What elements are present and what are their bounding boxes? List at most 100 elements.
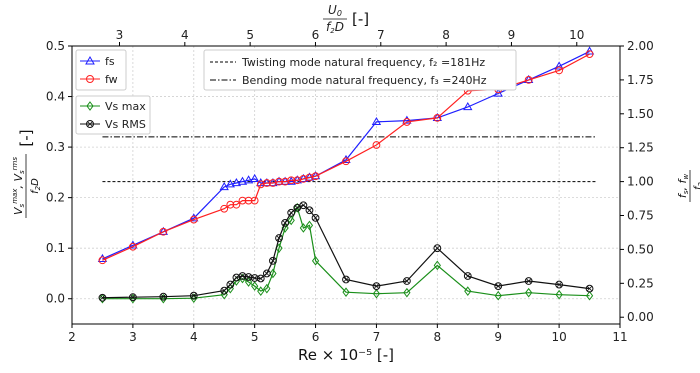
data-point <box>263 283 271 294</box>
data-point <box>463 272 472 280</box>
data-point <box>524 76 533 84</box>
right-tick-label: 0.25 <box>627 276 654 290</box>
data-point <box>244 277 253 287</box>
x-tick-label: 3 <box>129 330 137 344</box>
right-tick-label: 1.00 <box>627 175 654 189</box>
x-tick-label: 5 <box>251 330 259 344</box>
legend-entry-vs-rms: Vs RMS <box>80 118 146 131</box>
data-point <box>225 179 235 188</box>
series-fw <box>98 50 594 265</box>
data-point <box>585 50 594 59</box>
data-point <box>98 256 107 265</box>
data-point <box>287 208 296 217</box>
right-tick-label: 0.75 <box>627 209 654 223</box>
data-point <box>231 177 242 187</box>
diamond-icon <box>86 101 94 111</box>
data-point <box>402 277 411 285</box>
data-point <box>372 141 381 149</box>
series-line <box>102 53 590 261</box>
legend-velocity: Vs max Vs RMS <box>75 95 151 135</box>
data-point <box>287 176 296 185</box>
legend-entry-fw: fw <box>80 73 118 86</box>
legend-frequency: fs fw <box>75 49 127 91</box>
data-point <box>585 284 594 293</box>
data-point <box>464 286 472 296</box>
data-point <box>275 234 283 242</box>
data-point <box>305 206 314 215</box>
data-point <box>269 268 277 279</box>
data-point <box>342 157 350 166</box>
data-point <box>232 200 241 209</box>
data-point <box>190 293 198 304</box>
legend-entry-bending-mode: Bending mode natural frequency, f₃ =240H… <box>210 74 487 87</box>
x-tick-label: 8 <box>434 330 442 344</box>
data-point <box>554 61 564 70</box>
data-point <box>433 260 441 271</box>
data-point <box>372 288 381 299</box>
data-point <box>494 290 502 301</box>
svg-text:f2: f2 <box>693 181 700 190</box>
svg-text:[-]: [-] <box>17 129 35 146</box>
x-tick-label: 11 <box>612 330 627 344</box>
data-point <box>159 292 168 301</box>
data-point <box>251 281 259 291</box>
top-tick-label: 3 <box>116 28 124 42</box>
plot-frame <box>71 45 621 325</box>
data-point <box>287 215 295 226</box>
data-point <box>341 154 351 164</box>
left-tick-label: 0.5 <box>46 39 65 53</box>
data-point <box>128 240 138 249</box>
top-tick-label: 7 <box>377 28 385 42</box>
data-point <box>269 256 277 265</box>
cross-circle-icon <box>86 120 94 128</box>
right-tick-label: 1.50 <box>627 107 654 121</box>
data-point <box>433 244 442 253</box>
circle-icon <box>86 75 94 83</box>
svg-text:Vsmax, Vsrms: Vsmax, Vsrms <box>11 157 26 215</box>
top-tick-label: 4 <box>181 28 189 42</box>
svg-text:f2D: f2D <box>326 20 344 35</box>
data-point <box>342 275 350 284</box>
data-point <box>402 118 411 126</box>
top-tick-label: 6 <box>312 28 320 42</box>
top-tick-label: 9 <box>508 28 516 42</box>
data-point <box>220 204 229 213</box>
data-point <box>98 293 107 302</box>
svg-text:fs, fw: fs, fw <box>676 174 690 198</box>
data-point <box>244 273 253 281</box>
svg-text:f2D: f2D <box>30 178 42 194</box>
svg-text:Twisting mode natural frequenc: Twisting mode natural frequency, f₂ =181… <box>241 56 485 69</box>
data-point <box>342 287 350 297</box>
left-tick-label: 0.3 <box>46 140 65 154</box>
data-point <box>159 227 168 236</box>
left-axis-label: Vsmax, Vsrms f2D [-] <box>11 129 42 218</box>
top-tick-label: 10 <box>569 28 584 42</box>
data-point <box>281 219 290 227</box>
x-axis-label: Re × 10⁻⁵ [-] <box>298 346 394 364</box>
right-tick-label: 1.75 <box>627 73 654 87</box>
data-point <box>402 115 412 124</box>
data-point <box>555 66 564 75</box>
x-tick-label: 7 <box>373 330 381 344</box>
data-point <box>238 196 247 205</box>
data-point <box>189 213 199 222</box>
data-point <box>371 116 382 126</box>
data-point <box>311 255 320 266</box>
right-tick-label: 0.00 <box>627 310 654 324</box>
left-tick-label: 0.1 <box>46 241 65 255</box>
data-point <box>128 242 137 251</box>
x-tick-label: 4 <box>190 330 198 344</box>
right-tick-label: 2.00 <box>627 39 654 53</box>
data-point <box>237 176 248 185</box>
right-tick-label: 0.50 <box>627 242 654 256</box>
x-tick-label: 2 <box>68 330 76 344</box>
data-point <box>275 177 283 186</box>
data-point <box>189 291 198 300</box>
reference-lines <box>102 136 596 183</box>
left-tick-label: 0.0 <box>46 292 65 306</box>
data-point <box>128 293 137 302</box>
data-point <box>305 220 314 231</box>
data-point <box>525 287 533 298</box>
data-point <box>244 196 253 205</box>
series-vs-rms <box>98 201 594 302</box>
